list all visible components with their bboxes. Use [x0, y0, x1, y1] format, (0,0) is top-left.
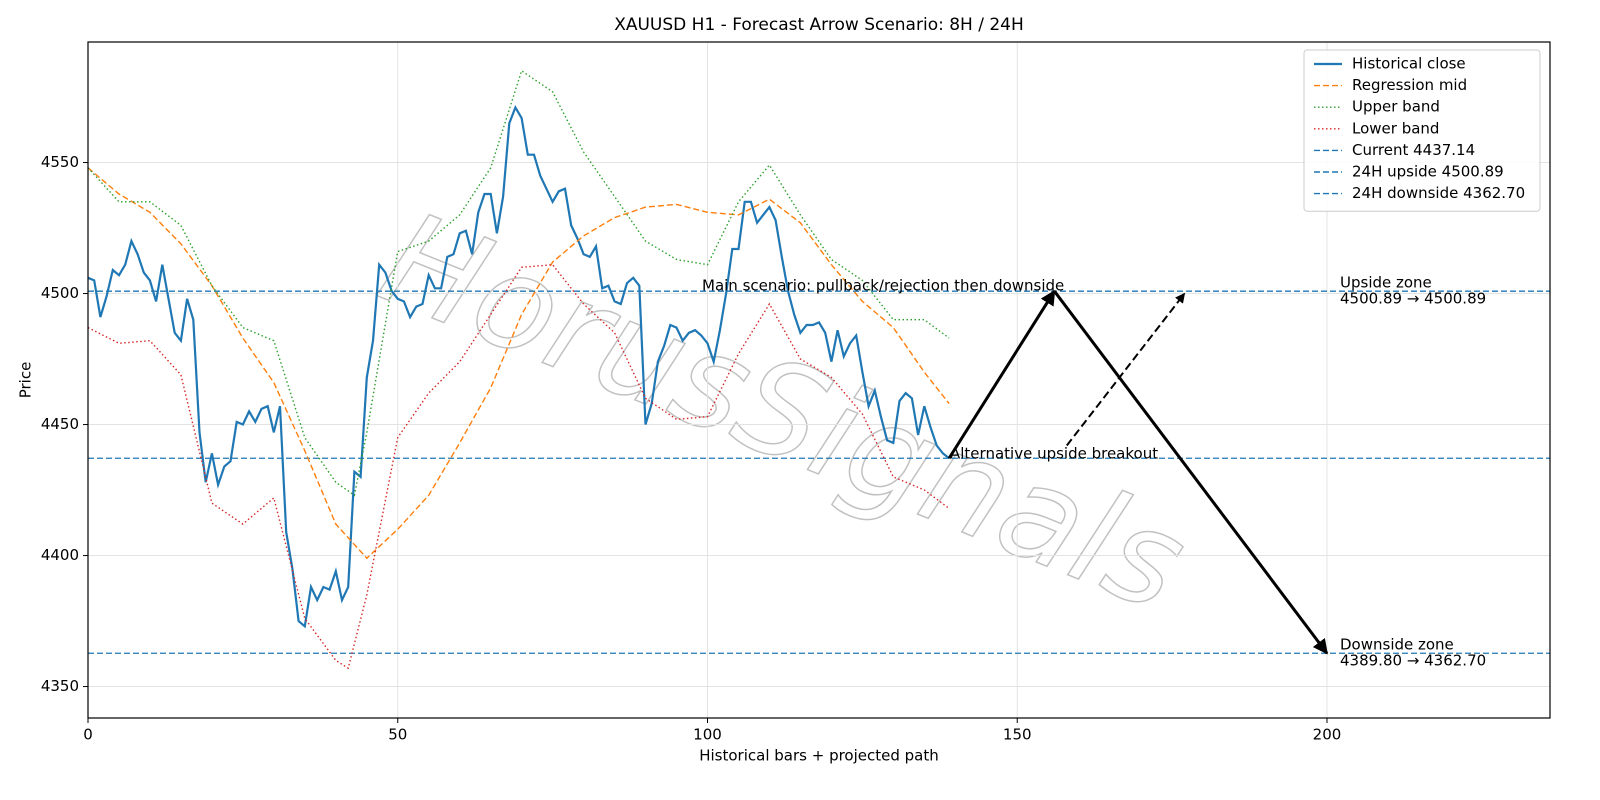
y-tick-label: 4450	[41, 415, 79, 433]
series-line	[87, 167, 950, 560]
x-tick-label: 200	[1313, 726, 1342, 744]
x-tick-label: 0	[83, 726, 93, 744]
legend-label: 24H downside 4362.70	[1352, 184, 1525, 202]
x-tick-label: 100	[693, 726, 722, 744]
y-tick-label: 4550	[41, 153, 79, 171]
legend-label: Historical close	[1352, 55, 1466, 73]
series-line	[87, 69, 950, 497]
legend: Historical close Regression mid Upper band…	[1303, 49, 1541, 212]
x-tick-label: 150	[1003, 726, 1032, 744]
legend-box	[1303, 49, 1541, 212]
plot-frame	[87, 41, 1551, 719]
forecast-arrow	[947, 289, 1056, 460]
y-tick-label: 4500	[41, 284, 79, 302]
forecast-arrow	[1053, 290, 1329, 655]
legend-label: Regression mid	[1352, 76, 1467, 94]
series-line	[87, 104, 950, 629]
x-axis-label: Historical bars + projected path	[699, 747, 939, 765]
legend-label: Current 4437.14	[1352, 141, 1475, 159]
x-tick-label: 50	[388, 726, 407, 744]
y-axis-label: Price	[17, 362, 35, 399]
zone-title: Downside zone	[1340, 636, 1454, 654]
chart-title: XAUUSD H1 - Forecast Arrow Scenario: 8H …	[614, 15, 1024, 35]
annotation: Alternative upside breakout	[950, 445, 1158, 463]
y-tick-label: 4400	[41, 546, 79, 564]
forecast-arrow	[1066, 292, 1186, 447]
legend-label: Upper band	[1352, 98, 1440, 116]
legend-label: 24H upside 4500.89	[1352, 163, 1504, 181]
zone-title: Upside zone	[1340, 274, 1432, 292]
annotation: Main scenario: pullback/rejection then d…	[702, 277, 1064, 295]
zone-range: 4500.89 → 4500.89	[1340, 290, 1486, 308]
zone-range: 4389.80 → 4362.70	[1340, 652, 1486, 670]
y-tick-label: 4350	[41, 677, 79, 695]
series-line	[87, 263, 950, 670]
watermark: HorusSignals	[362, 182, 1205, 641]
legend-label: Lower band	[1352, 119, 1439, 137]
